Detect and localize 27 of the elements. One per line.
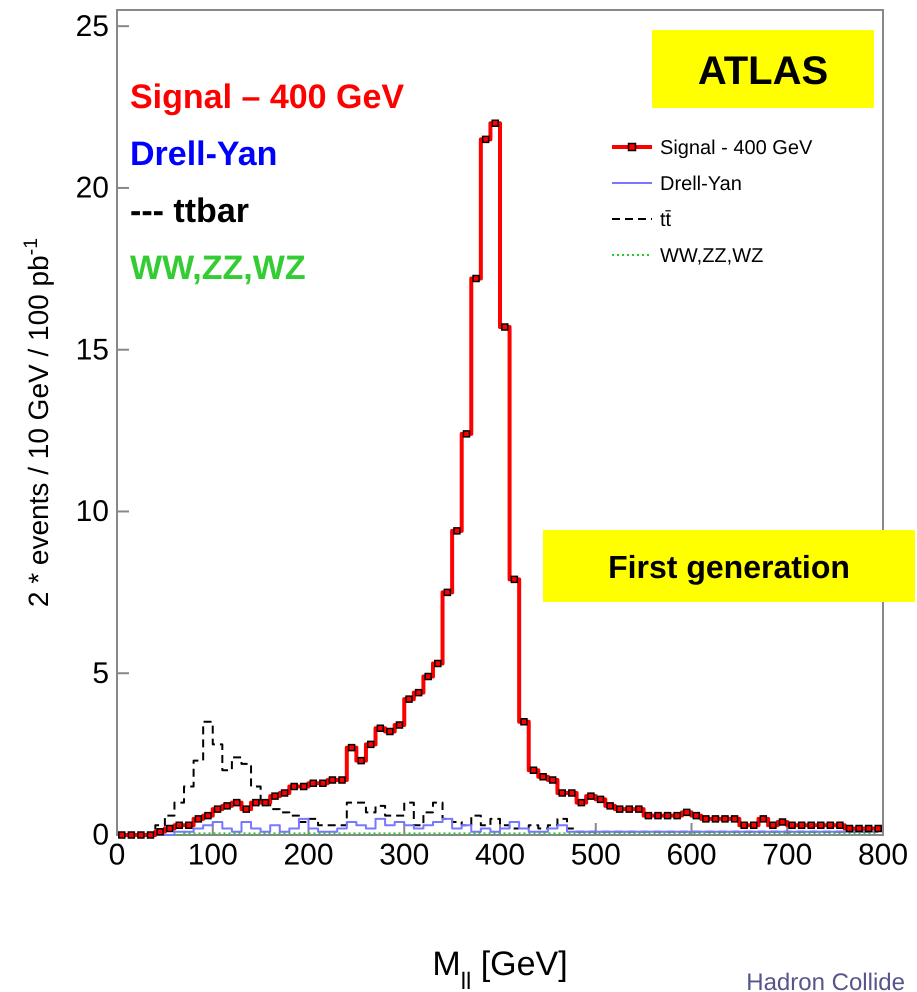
- y-tick-label: 25: [76, 10, 109, 43]
- x-tick-label: 500: [570, 838, 621, 872]
- annotation: --- ttbar: [130, 192, 249, 230]
- note-box: ATLAS: [652, 30, 874, 108]
- legend-label: Signal - 400 GeV: [660, 137, 813, 159]
- legend-label: WW,ZZ,WZ: [660, 245, 764, 267]
- x-tick-label: 800: [858, 838, 908, 872]
- x-tick-label: 200: [283, 838, 334, 872]
- y-tick-label: 5: [92, 656, 109, 690]
- y-tick-label: 10: [76, 495, 109, 528]
- annotation: WW,ZZ,WZ: [130, 249, 306, 287]
- y-tick-label: 15: [76, 333, 109, 366]
- annotation: Drell-Yan: [130, 135, 278, 173]
- x-tick-label: 100: [188, 838, 238, 872]
- x-tick-label: 400: [474, 838, 526, 872]
- annotation: First generation: [608, 549, 850, 585]
- y-tick-label: 20: [76, 172, 109, 205]
- legend-label: Drell-Yan: [660, 173, 742, 195]
- annotation: ATLAS: [698, 49, 828, 93]
- x-tick-label: 600: [666, 838, 717, 872]
- note-box: First generation: [543, 530, 915, 602]
- x-tick-label: 700: [762, 838, 812, 872]
- text: Hadron Collide: [746, 969, 905, 992]
- x-tick-label: 300: [379, 838, 430, 872]
- legend-label: tt̄: [660, 209, 672, 231]
- x-axis-title: M$_{ll}$ [GeV]: [432, 945, 568, 992]
- annotation: Signal – 400 GeV: [130, 78, 404, 116]
